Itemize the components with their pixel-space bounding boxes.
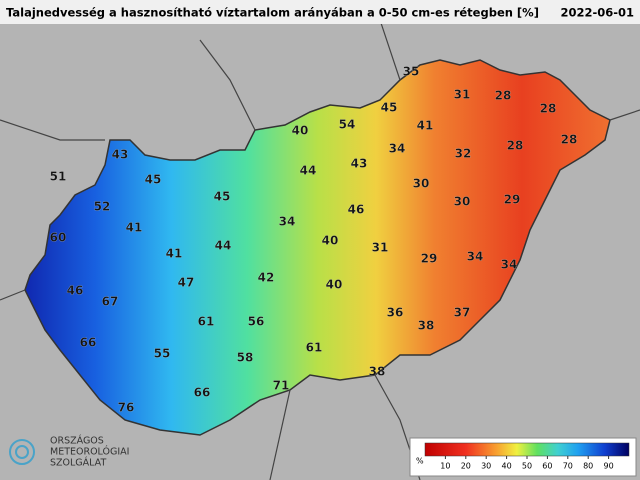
station-value: 67: [102, 295, 119, 309]
station-value: 29: [421, 252, 438, 266]
station-value: 41: [417, 119, 434, 133]
legend-tick-label: 60: [542, 462, 552, 471]
station-value: 60: [50, 231, 67, 245]
station-value: 66: [194, 386, 211, 400]
legend-tick-label: 40: [502, 462, 512, 471]
station-value: 34: [467, 250, 484, 264]
colorbar: [424, 442, 630, 457]
station-value: 34: [501, 258, 518, 272]
date: 2022-06-01: [560, 6, 634, 20]
station-value: 29: [504, 193, 521, 207]
station-value: 66: [80, 336, 97, 350]
station-value: 76: [118, 401, 135, 415]
legend-tick-label: 80: [583, 462, 593, 471]
legend-tick-label: 70: [563, 462, 573, 471]
title: Talajnedvesség a hasznosítható víztartal…: [6, 6, 539, 20]
header-bar: [0, 0, 640, 24]
legend-tick-label: 30: [481, 462, 491, 471]
station-value: 61: [306, 341, 323, 355]
station-value: 40: [326, 278, 343, 292]
station-value: 44: [300, 164, 317, 178]
logo-mark: [15, 445, 29, 459]
station-value: 34: [389, 142, 406, 156]
station-labels: 35 31 28 28 40 54 45 41 28 28 43 34 32 51 45 44 43 30 52 45…: [49, 64, 578, 415]
station-value: 47: [178, 276, 195, 290]
station-value: 34: [279, 215, 296, 229]
borders: [0, 19, 640, 480]
station-value: 52: [94, 200, 111, 214]
station-value: 28: [507, 139, 524, 153]
station-value: 30: [454, 195, 471, 209]
station-value: 31: [372, 241, 389, 255]
station-value: 38: [418, 319, 435, 333]
logo: ORSZÁGOS METEOROLÓGIAI SZOLGÁLAT: [9, 435, 129, 469]
station-value: 32: [455, 147, 472, 161]
station-value: 43: [112, 148, 129, 162]
station-value: 40: [292, 124, 309, 138]
station-value: 35: [403, 65, 420, 79]
station-value: 42: [258, 271, 275, 285]
station-value: 28: [495, 89, 512, 103]
station-value: 56: [248, 315, 265, 329]
station-value: 38: [369, 365, 386, 379]
station-value: 41: [126, 221, 143, 235]
station-value: 45: [214, 190, 231, 204]
hungary-map: [24, 59, 611, 436]
station-value: 54: [339, 118, 356, 132]
logo-text: METEOROLÓGIAI: [50, 446, 129, 458]
station-value: 31: [454, 88, 471, 102]
legend-tick-label: 10: [440, 462, 450, 471]
station-value: 58: [237, 351, 254, 365]
station-value: 30: [413, 177, 430, 191]
legend-unit: %: [416, 457, 424, 466]
logo-mark: [9, 439, 35, 465]
station-value: 45: [145, 173, 162, 187]
station-value: 55: [154, 347, 171, 361]
station-value: 46: [348, 203, 365, 217]
station-value: 28: [540, 102, 557, 116]
legend-ticks: 10 20 30 40 50 60 70 80 90: [440, 456, 614, 471]
station-value: 36: [387, 306, 404, 320]
station-value: 40: [322, 234, 339, 248]
station-value: 61: [198, 315, 215, 329]
station-value: 71: [273, 379, 290, 393]
station-value: 45: [381, 101, 398, 115]
station-value: 28: [561, 133, 578, 147]
station-value: 43: [351, 157, 368, 171]
legend-tick-label: 90: [604, 462, 614, 471]
station-value: 44: [215, 239, 232, 253]
station-value: 51: [50, 170, 67, 184]
station-value: 46: [67, 284, 84, 298]
legend-tick-label: 50: [522, 462, 532, 471]
legend-tick-label: 20: [461, 462, 471, 471]
station-value: 41: [166, 247, 183, 261]
station-value: 37: [454, 306, 471, 320]
logo-text: ORSZÁGOS: [50, 435, 104, 447]
logo-text: SZOLGÁLAT: [50, 457, 106, 469]
